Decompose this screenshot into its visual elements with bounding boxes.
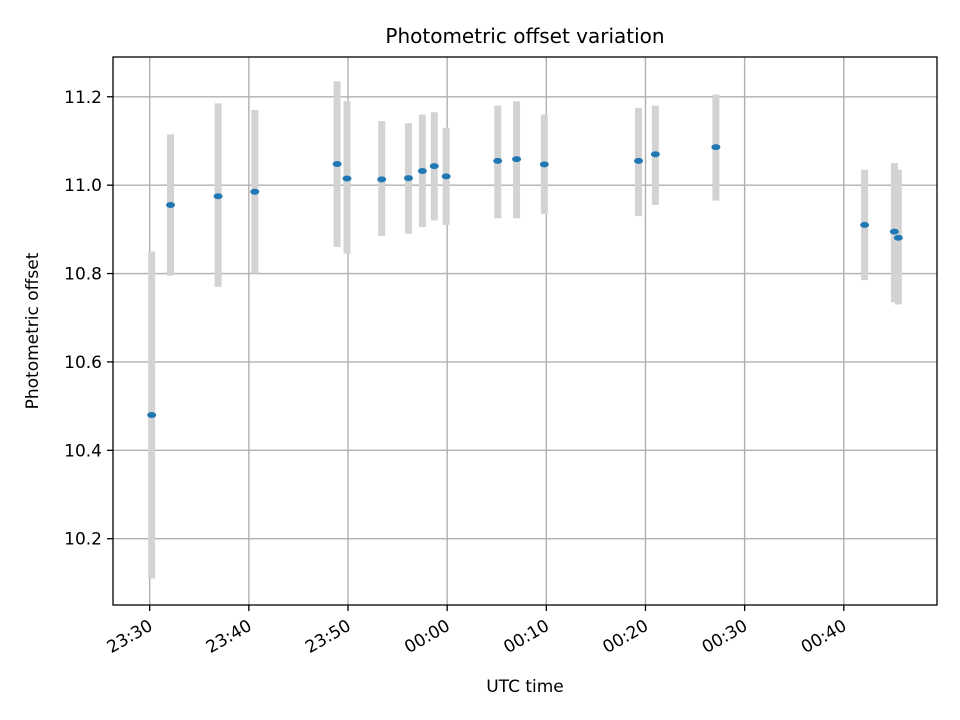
- data-point: [493, 157, 503, 164]
- y-tick-label: 10.2: [64, 530, 102, 550]
- data-point: [889, 228, 899, 235]
- data-point: [539, 161, 549, 168]
- y-tick-label: 10.8: [64, 265, 102, 285]
- data-point: [512, 156, 522, 163]
- x-axis-label: UTC time: [486, 677, 564, 697]
- data-point: [403, 175, 413, 182]
- data-point: [250, 188, 260, 195]
- data-point: [342, 175, 352, 182]
- data-point: [429, 163, 439, 170]
- y-tick-label: 10.4: [64, 441, 102, 461]
- x-tick-label: 00:40: [798, 616, 850, 658]
- x-axis-ticks: 23:30 23:40 23:50 00:00 00:10 00:20 00:30 00:40: [104, 605, 850, 658]
- data-point: [417, 168, 427, 175]
- data-point: [650, 151, 660, 158]
- data-point: [377, 176, 387, 183]
- y-tick-label: 10.6: [64, 353, 102, 373]
- x-tick-label: 00:10: [500, 616, 552, 658]
- plot-frame: [112, 56, 938, 606]
- chart-title: Photometric offset variation: [385, 24, 664, 48]
- x-tick-label: 23:50: [302, 616, 354, 658]
- data-point: [441, 173, 451, 180]
- data-points: [147, 144, 903, 418]
- data-point: [860, 221, 870, 228]
- y-axis-ticks: 10.2 10.4 10.6 10.8 11.0 11.2: [64, 88, 113, 550]
- error-bars: [148, 81, 902, 579]
- x-tick-label: 00:20: [600, 616, 652, 658]
- data-point: [147, 411, 157, 418]
- x-tick-label: 00:30: [699, 616, 751, 658]
- x-tick-label: 23:30: [104, 616, 156, 658]
- x-tick-label: 00:00: [401, 616, 453, 658]
- grid-lines: [113, 57, 937, 605]
- data-point: [166, 202, 176, 209]
- data-point: [634, 157, 644, 164]
- data-point: [711, 144, 721, 151]
- y-tick-label: 11.2: [64, 88, 102, 108]
- data-point: [213, 193, 223, 200]
- x-tick-label: 23:40: [203, 616, 255, 658]
- y-axis-label: Photometric offset: [23, 252, 43, 409]
- data-point: [332, 160, 342, 167]
- data-point: [893, 234, 903, 241]
- y-tick-label: 11.0: [64, 176, 102, 196]
